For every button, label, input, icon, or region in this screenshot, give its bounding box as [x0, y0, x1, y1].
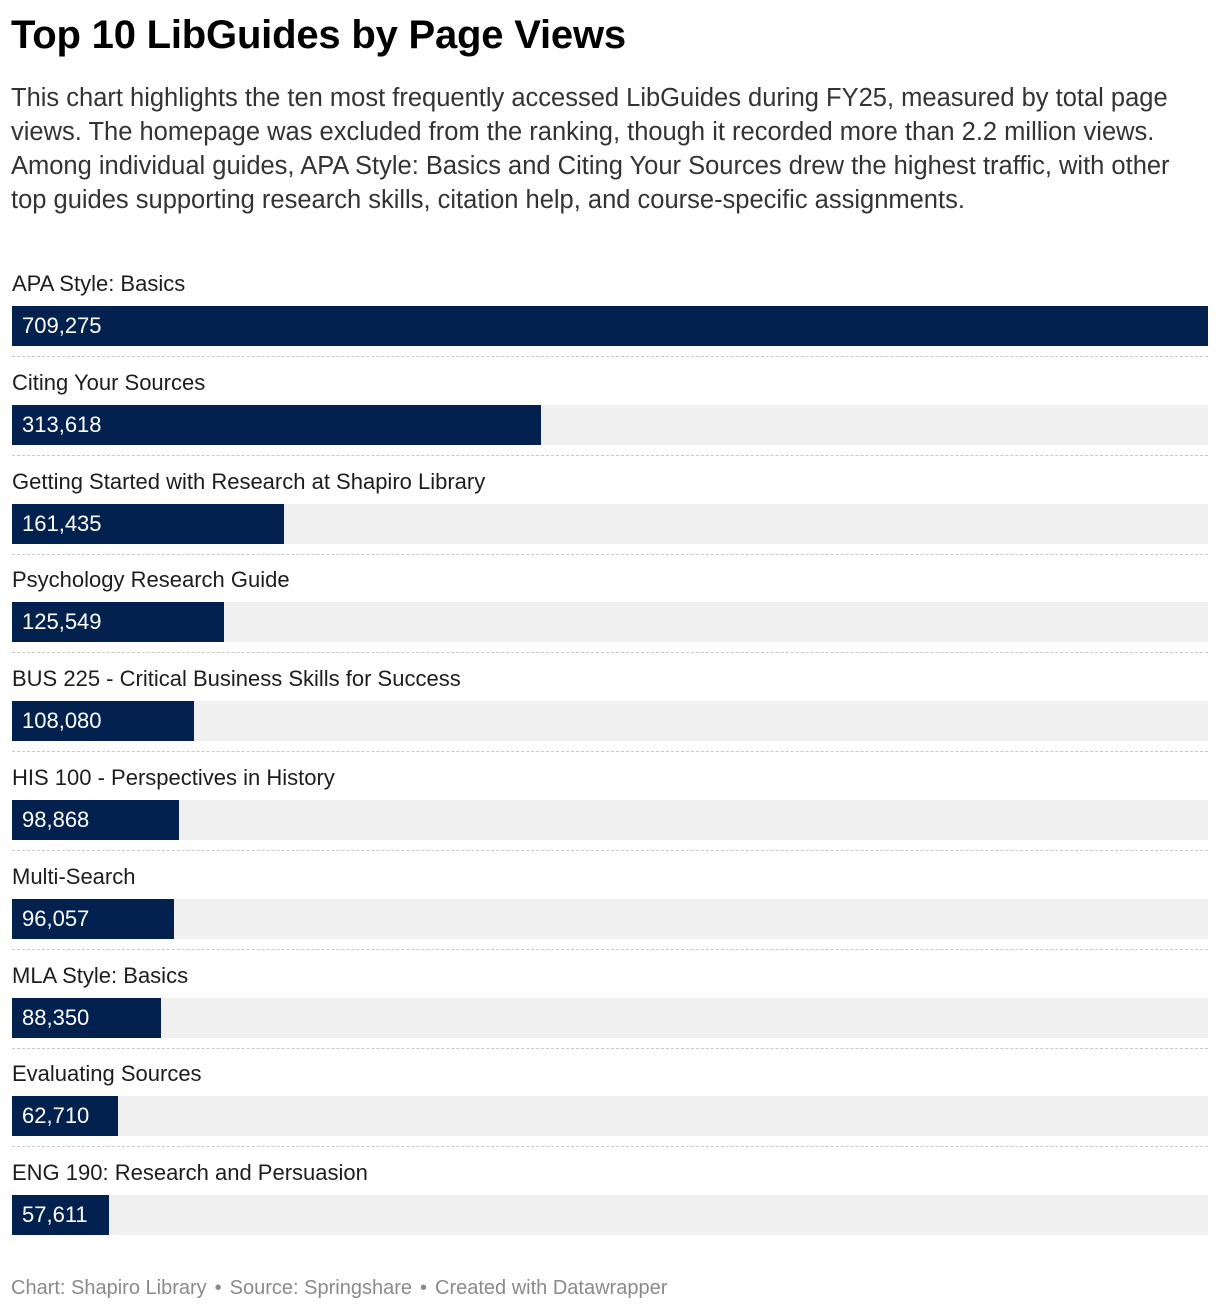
- row-divider: [12, 455, 1208, 456]
- bar: [12, 701, 194, 741]
- bar-track: 709,275: [12, 306, 1208, 346]
- bar-category-label: ENG 190: Research and Persuasion: [12, 1160, 368, 1185]
- bar-category-label: APA Style: Basics: [12, 271, 186, 296]
- bar-track: 88,350: [12, 998, 1208, 1038]
- chart-title: Top 10 LibGuides by Page Views: [11, 13, 626, 57]
- bar: [12, 504, 284, 544]
- data-source: Source: Springshare: [229, 1277, 412, 1299]
- bar: [12, 306, 1208, 346]
- bar-row: Multi-Search 96,057: [12, 861, 1208, 959]
- created-with: Created with Datawrapper: [435, 1277, 668, 1299]
- chart-description: This chart highlights the ten most frequ…: [11, 84, 1170, 214]
- bar: [12, 899, 174, 939]
- bar-category-label: Citing Your Sources: [12, 370, 206, 395]
- bar-value-label: 313,618: [22, 412, 102, 437]
- bar-category-label: HIS 100 - Perspectives in History: [12, 765, 335, 790]
- bar-row: HIS 100 - Perspectives in History 98,868: [12, 762, 1208, 860]
- bar-category-label: Getting Started with Research at Shapiro…: [12, 469, 486, 494]
- row-divider: [12, 356, 1208, 357]
- bar-row: Citing Your Sources 313,618: [12, 367, 1208, 465]
- row-divider: [12, 1146, 1208, 1147]
- bar: [12, 1096, 118, 1136]
- row-divider: [12, 554, 1208, 555]
- bar-value-label: 161,435: [22, 511, 102, 536]
- bar-category-label: Evaluating Sources: [12, 1061, 202, 1086]
- bar-value-label: 88,350: [22, 1005, 90, 1030]
- bar-category-label: MLA Style: Basics: [12, 963, 189, 988]
- row-divider: [12, 751, 1208, 752]
- footer-separator: •: [420, 1277, 428, 1299]
- bar-track: 62,710: [12, 1096, 1208, 1136]
- bar-track: 161,435: [12, 504, 1208, 544]
- bar: [12, 405, 541, 445]
- chart-footer: Chart: Shapiro Library • Source: Springsha…: [11, 1274, 667, 1302]
- bar: [12, 800, 179, 840]
- bar-chart: APA Style: Basics 709,275 Citing Your Sour…: [12, 268, 1208, 1248]
- bar-row: Getting Started with Research at Shapiro…: [12, 466, 1208, 564]
- bar-category-label: BUS 225 - Critical Business Skills for S…: [12, 666, 461, 691]
- bar-value-label: 98,868: [22, 807, 90, 832]
- bar-value-label: 57,611: [22, 1202, 88, 1227]
- footer-separator: •: [214, 1277, 222, 1299]
- bar-value-label: 96,057: [22, 906, 90, 931]
- chart-credit: Chart: Shapiro Library: [11, 1277, 207, 1299]
- bar-value-label: 709,275: [22, 313, 102, 338]
- bar-row: BUS 225 - Critical Business Skills for S…: [12, 663, 1208, 761]
- bar: [12, 602, 224, 642]
- bar-row: ENG 190: Research and Persuasion 57,611: [12, 1157, 1208, 1255]
- bar-value-label: 62,710: [22, 1103, 90, 1128]
- bar-row: Evaluating Sources 62,710: [12, 1058, 1208, 1156]
- bar-row: APA Style: Basics 709,275: [12, 268, 1208, 366]
- row-divider: [12, 652, 1208, 653]
- bar-track: 57,611: [12, 1195, 1208, 1235]
- bar-row: MLA Style: Basics 88,350: [12, 960, 1208, 1058]
- bar-row: Psychology Research Guide 125,549: [12, 564, 1208, 662]
- bar-value-label: 125,549: [22, 609, 102, 634]
- bar-track: 313,618: [12, 405, 1208, 445]
- bar: [12, 998, 161, 1038]
- bar-track: 96,057: [12, 899, 1208, 939]
- bar-track: 108,080: [12, 701, 1208, 741]
- bar-category-label: Psychology Research Guide: [12, 567, 290, 592]
- bar-value-label: 108,080: [22, 708, 102, 733]
- row-divider: [12, 1048, 1208, 1049]
- bar-track: 125,549: [12, 602, 1208, 642]
- row-divider: [12, 949, 1208, 950]
- row-divider: [12, 850, 1208, 851]
- bar-category-label: Multi-Search: [12, 864, 136, 889]
- bar-track: 98,868: [12, 800, 1208, 840]
- bar: [12, 1195, 109, 1235]
